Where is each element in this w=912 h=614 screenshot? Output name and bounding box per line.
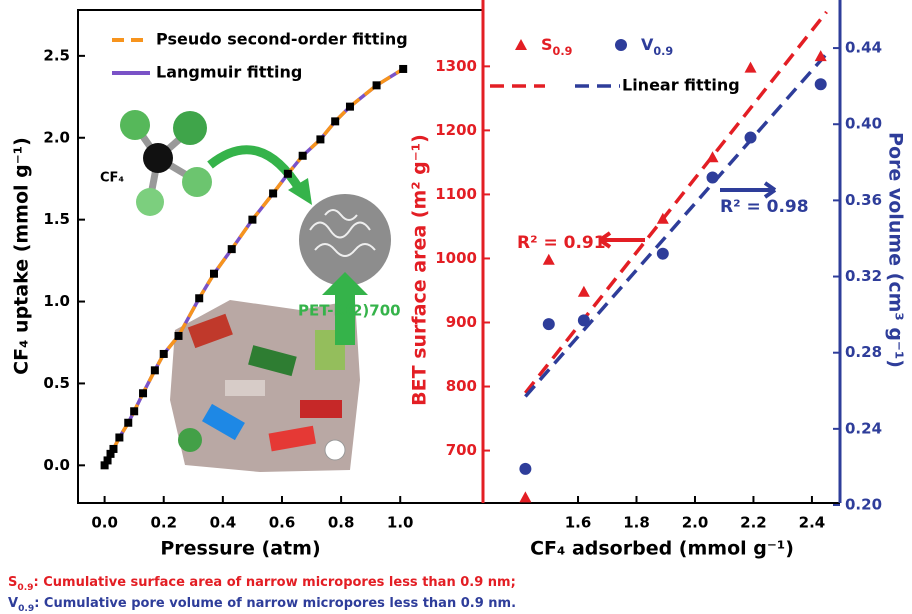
cf4-molecule [120, 110, 212, 216]
y-tick-label: 1.5 [43, 210, 70, 228]
data-point [346, 103, 354, 111]
data-point [115, 433, 123, 441]
legend-label: Langmuir fitting [156, 63, 302, 82]
legend-marker [515, 39, 527, 50]
x-tick-label: 2.0 [682, 514, 709, 532]
data-point [299, 152, 307, 160]
x-tick-label: 2.4 [799, 514, 826, 532]
annotation: CF₄ [100, 171, 124, 186]
x-tick-label: 0.8 [328, 514, 355, 532]
y2-tick-label: 0.28 [845, 343, 882, 361]
x-tick-label: 0.2 [150, 514, 177, 532]
y2-tick-label: 0.20 [845, 496, 882, 514]
y2-tick-label: 0.44 [845, 39, 882, 57]
legend-label: Linear fitting [622, 76, 740, 95]
data-point [707, 172, 719, 184]
illustrations [120, 110, 391, 472]
y2-tick-label: 0.36 [845, 191, 882, 209]
legend-marker [615, 39, 627, 51]
annotation: R² = 0.98 [720, 197, 809, 217]
data-point [228, 245, 236, 253]
y-tick-label: 700 [446, 441, 477, 459]
annotation: R² = 0.91 [517, 233, 606, 253]
legend-label: V0.9 [641, 35, 673, 58]
y-tick-label: 0.5 [43, 374, 70, 392]
legend-label: S0.9 [541, 35, 573, 58]
fit-line [525, 54, 826, 397]
data-point [130, 407, 138, 415]
data-point [815, 78, 827, 90]
data-point [657, 248, 669, 260]
x-tick-label: 1.0 [387, 514, 414, 532]
arrow [600, 233, 645, 247]
data-point [195, 294, 203, 302]
y-tick-label: 0.0 [43, 456, 70, 474]
bottle-pile [170, 300, 360, 472]
data-point [578, 286, 590, 297]
x-axis-label: CF₄ adsorbed (mmol g⁻¹) [530, 538, 794, 560]
x-tick-label: 0.6 [269, 514, 296, 532]
y-axis-label: CF₄ uptake (mmol g⁻¹) [11, 137, 33, 375]
data-point [284, 170, 292, 178]
data-point [543, 318, 555, 330]
data-point [175, 332, 183, 340]
data-point [124, 419, 132, 427]
arrow [720, 183, 775, 197]
y2-tick-label: 0.32 [845, 267, 882, 285]
y-axis-label: BET surface area (m² g⁻¹) [409, 134, 431, 406]
data-point [248, 216, 256, 224]
footnote: V0.9: Cumulative pore volume of narrow m… [8, 596, 516, 614]
footnote: S0.9: Cumulative surface area of narrow … [8, 575, 516, 593]
x-tick-label: 1.8 [623, 514, 650, 532]
x-tick-label: 1.6 [565, 514, 592, 532]
data-point [578, 314, 590, 326]
y-tick-label: 2.0 [43, 128, 70, 146]
data-point [745, 132, 757, 144]
y-tick-label: 900 [446, 313, 477, 331]
y-tick-label: 1.0 [43, 292, 70, 310]
data-point [519, 491, 531, 502]
data-point [373, 81, 381, 89]
y-tick-label: 1200 [435, 121, 477, 139]
x-tick-label: 2.2 [740, 514, 767, 532]
y2-axis-label: Pore volume (cm³ g⁻¹) [885, 132, 907, 368]
data-point [745, 62, 757, 73]
data-point [399, 65, 407, 73]
legend-label: Pseudo second-order fitting [156, 30, 408, 49]
data-point [210, 270, 218, 278]
data-point [160, 350, 168, 358]
annotation: PET-K(2)700 [298, 302, 401, 320]
data-point [316, 135, 324, 143]
x-axis-label: Pressure (atm) [160, 538, 320, 560]
x-tick-label: 0.0 [91, 514, 118, 532]
y-tick-label: 1000 [435, 249, 477, 267]
y-tick-label: 800 [446, 377, 477, 395]
data-point [269, 189, 277, 197]
y-tick-label: 1300 [435, 57, 477, 75]
x-tick-label: 0.4 [210, 514, 237, 532]
data-point [519, 463, 531, 475]
y2-tick-label: 0.40 [845, 115, 882, 133]
data-point [109, 445, 117, 453]
data-point [331, 117, 339, 125]
y2-tick-label: 0.24 [845, 419, 882, 437]
data-point [707, 151, 719, 162]
y-tick-label: 2.5 [43, 46, 70, 64]
data-point [139, 389, 147, 397]
figure: 0.0 0.2 0.4 0.6 0.8 1.0 0.0 0.5 1.0 1.5 2.0 2.5 Pres… [0, 0, 912, 614]
y-tick-label: 1100 [435, 185, 477, 203]
data-point [151, 366, 159, 374]
data-point [543, 254, 555, 265]
